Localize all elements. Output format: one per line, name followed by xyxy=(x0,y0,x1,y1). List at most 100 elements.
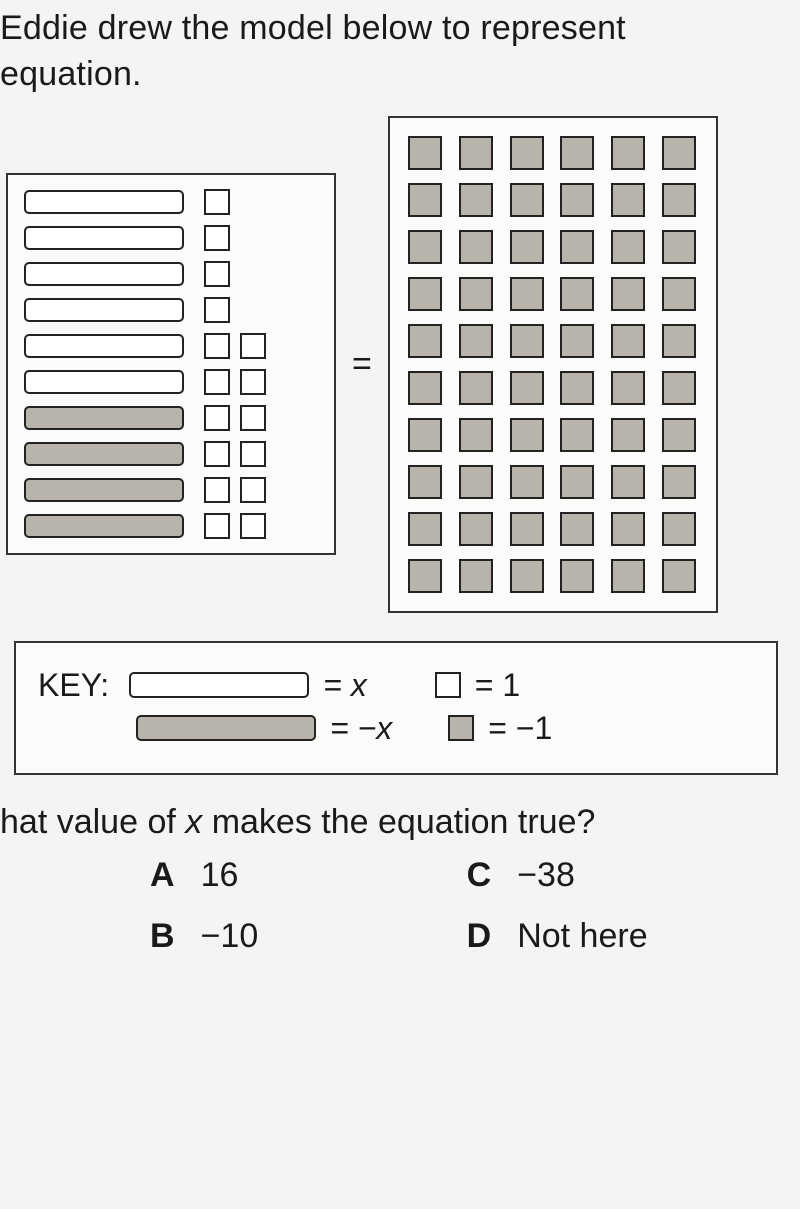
unit-group xyxy=(204,297,272,323)
equation-model: = xyxy=(0,116,792,613)
key-unit-1-icon xyxy=(435,672,461,698)
prompt-var: x xyxy=(185,803,202,841)
unit-neg1-icon xyxy=(611,230,645,264)
unit-neg1-icon xyxy=(611,324,645,358)
unit-neg1-icon xyxy=(560,512,594,546)
unit-neg1-icon xyxy=(560,324,594,358)
unit-neg1-icon xyxy=(408,371,442,405)
unit-neg1-icon xyxy=(611,418,645,452)
question-line-1: Eddie drew the model below to represent xyxy=(0,9,626,47)
unit-neg1-icon xyxy=(611,371,645,405)
choice-d-letter: D xyxy=(467,917,492,956)
unit-neg1-icon xyxy=(459,277,493,311)
unit-neg1-icon xyxy=(662,418,696,452)
prompt-pre: hat value of xyxy=(0,803,185,841)
left-row xyxy=(24,225,318,251)
unit-1-icon xyxy=(204,189,230,215)
left-row xyxy=(24,513,318,539)
solve-prompt: hat value of x makes the equation true? xyxy=(0,775,792,856)
key-box: KEY: = x = 1 = −x = −1 xyxy=(14,641,778,775)
unit-group xyxy=(204,369,272,395)
key-bar-negx-text: = −x xyxy=(330,710,392,747)
choice-c-letter: C xyxy=(467,856,492,895)
unit-neg1-icon xyxy=(662,277,696,311)
unit-neg1-icon xyxy=(459,136,493,170)
unit-1-icon xyxy=(204,513,230,539)
unit-neg1-icon xyxy=(459,183,493,217)
unit-group xyxy=(204,441,272,467)
unit-1-icon xyxy=(240,513,266,539)
unit-1-icon xyxy=(204,477,230,503)
unit-group xyxy=(204,477,272,503)
unit-neg1-icon xyxy=(510,324,544,358)
answer-choices: A 16 C −38 B −10 D Not here xyxy=(0,856,792,956)
unit-neg1-icon xyxy=(560,371,594,405)
bar-negx-icon xyxy=(24,442,184,466)
key-bar-x-text: = x xyxy=(323,667,367,704)
left-row xyxy=(24,369,318,395)
left-row xyxy=(24,441,318,467)
key-bar-negx-icon xyxy=(136,715,316,741)
unit-neg1-icon xyxy=(459,324,493,358)
left-row xyxy=(24,261,318,287)
unit-neg1-icon xyxy=(662,371,696,405)
unit-neg1-icon xyxy=(662,512,696,546)
choice-d[interactable]: D Not here xyxy=(467,917,792,956)
unit-neg1-icon xyxy=(408,277,442,311)
unit-neg1-icon xyxy=(459,465,493,499)
left-panel xyxy=(6,173,336,555)
unit-neg1-icon xyxy=(408,183,442,217)
unit-neg1-icon xyxy=(662,324,696,358)
unit-neg1-icon xyxy=(560,183,594,217)
choice-a[interactable]: A 16 xyxy=(150,856,403,895)
unit-neg1-icon xyxy=(510,559,544,593)
bar-x-icon xyxy=(24,190,184,214)
unit-neg1-icon xyxy=(611,183,645,217)
unit-1-icon xyxy=(204,261,230,287)
unit-group xyxy=(204,225,272,251)
unit-1-icon xyxy=(240,477,266,503)
unit-1-icon xyxy=(240,405,266,431)
unit-neg1-icon xyxy=(408,559,442,593)
unit-1-icon xyxy=(240,441,266,467)
bar-negx-icon xyxy=(24,406,184,430)
choice-c-value: −38 xyxy=(517,856,575,895)
unit-neg1-icon xyxy=(611,136,645,170)
choice-c[interactable]: C −38 xyxy=(467,856,792,895)
unit-neg1-icon xyxy=(510,136,544,170)
key-unit-neg1-text: = −1 xyxy=(488,710,552,747)
choice-d-value: Not here xyxy=(517,917,647,956)
prompt-post: makes the equation true? xyxy=(202,803,595,841)
unit-neg1-icon xyxy=(662,136,696,170)
unit-neg1-icon xyxy=(611,559,645,593)
key-unit-1-text: = 1 xyxy=(475,667,520,704)
unit-neg1-icon xyxy=(408,230,442,264)
left-row xyxy=(24,405,318,431)
unit-neg1-icon xyxy=(408,512,442,546)
question-text: Eddie drew the model below to represent … xyxy=(0,0,792,116)
unit-neg1-icon xyxy=(662,230,696,264)
unit-neg1-icon xyxy=(510,277,544,311)
choice-b-value: −10 xyxy=(201,917,259,956)
unit-neg1-icon xyxy=(662,183,696,217)
unit-neg1-icon xyxy=(611,277,645,311)
unit-neg1-icon xyxy=(408,136,442,170)
unit-group xyxy=(204,261,272,287)
bar-negx-icon xyxy=(24,478,184,502)
unit-neg1-icon xyxy=(560,277,594,311)
unit-neg1-icon xyxy=(510,512,544,546)
choice-a-value: 16 xyxy=(201,856,239,895)
unit-neg1-icon xyxy=(560,136,594,170)
unit-1-icon xyxy=(204,225,230,251)
unit-neg1-icon xyxy=(611,465,645,499)
choice-b[interactable]: B −10 xyxy=(150,917,403,956)
unit-1-icon xyxy=(204,333,230,359)
unit-neg1-icon xyxy=(408,418,442,452)
choice-a-letter: A xyxy=(150,856,175,895)
unit-group xyxy=(204,333,272,359)
unit-group xyxy=(204,189,272,215)
unit-neg1-icon xyxy=(560,559,594,593)
left-row xyxy=(24,333,318,359)
unit-neg1-icon xyxy=(510,230,544,264)
unit-1-icon xyxy=(204,297,230,323)
